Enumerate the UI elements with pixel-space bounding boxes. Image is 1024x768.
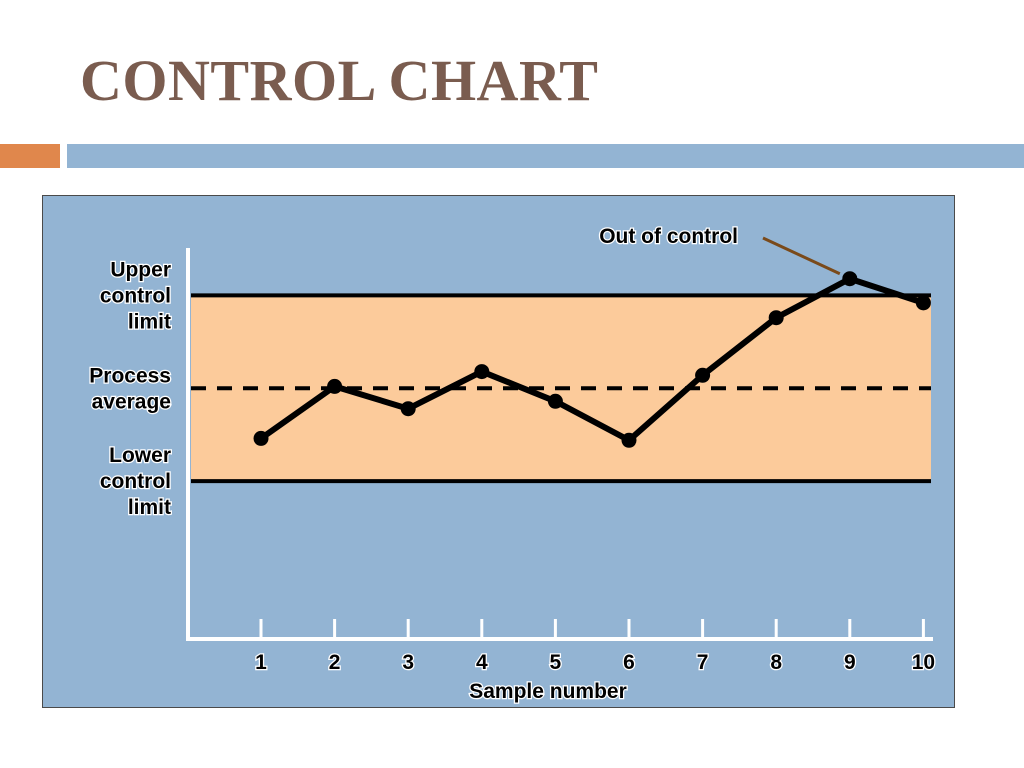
data-point bbox=[768, 310, 784, 326]
data-point bbox=[915, 295, 931, 311]
upper-control-limit-label: control bbox=[100, 284, 171, 307]
data-point bbox=[400, 401, 416, 417]
x-tick-label: 2 bbox=[329, 651, 341, 674]
lower-control-limit-label: control bbox=[100, 470, 171, 493]
x-axis-label: Sample number bbox=[469, 680, 627, 703]
x-tick-label: 5 bbox=[550, 651, 562, 674]
data-point bbox=[695, 367, 711, 383]
x-tick-label: 10 bbox=[912, 651, 935, 674]
control-chart: Upper control limit Process average Lower cont… bbox=[42, 195, 955, 708]
x-tick-label: 9 bbox=[844, 651, 856, 674]
x-tick-label: 6 bbox=[623, 651, 635, 674]
data-point bbox=[327, 378, 343, 394]
process-average-label: average bbox=[92, 390, 171, 413]
slide-title: CONTROL CHART bbox=[80, 48, 599, 113]
upper-control-limit-label: Upper bbox=[110, 258, 171, 281]
lower-control-limit-label: limit bbox=[128, 496, 171, 519]
upper-control-limit-label: limit bbox=[128, 310, 171, 333]
accent-bar-orange bbox=[0, 144, 60, 168]
data-point bbox=[842, 271, 858, 287]
x-tick-label: 3 bbox=[402, 651, 414, 674]
x-tick-label: 1 bbox=[255, 651, 267, 674]
out-of-control-label: Out of control bbox=[599, 225, 738, 248]
out-of-control-callout-line bbox=[762, 236, 841, 276]
data-point bbox=[253, 430, 269, 446]
x-tick-label: 8 bbox=[770, 651, 782, 674]
data-point bbox=[621, 432, 637, 448]
series-line bbox=[259, 275, 925, 444]
control-chart-svg: Upper control limit Process average Lower cont… bbox=[88, 224, 936, 705]
lower-control-limit-label: Lower bbox=[109, 444, 171, 467]
x-tick-label: 4 bbox=[476, 651, 488, 674]
accent-bar-blue bbox=[67, 144, 1024, 168]
data-point bbox=[547, 393, 563, 409]
data-point bbox=[474, 364, 490, 380]
x-tick-label: 7 bbox=[697, 651, 709, 674]
process-average-label: Process bbox=[89, 364, 171, 387]
